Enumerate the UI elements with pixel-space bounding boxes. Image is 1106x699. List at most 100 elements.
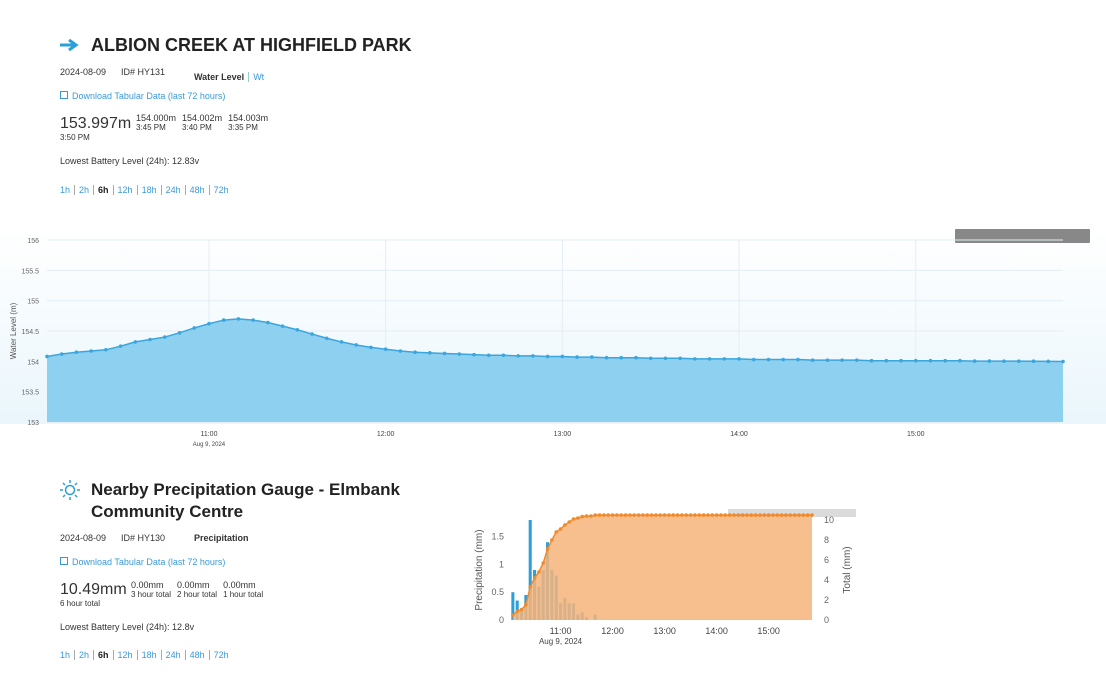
- y-axis-title: Precipitation (mm): [474, 529, 485, 610]
- point: [762, 513, 767, 517]
- date: 2024-08-09: [60, 533, 107, 543]
- point: [928, 358, 933, 363]
- point: [958, 358, 962, 363]
- point: [413, 350, 417, 355]
- range-link[interactable]: 1h: [60, 185, 71, 195]
- area: [512, 515, 812, 620]
- x-sublabel: Aug 9, 2024: [539, 637, 583, 646]
- range-link[interactable]: 24h: [160, 185, 181, 195]
- reading-value: 154.002m: [182, 113, 223, 123]
- download-link[interactable]: Download Tabular Data (last 72 hours): [72, 91, 226, 101]
- point: [632, 513, 637, 517]
- point: [840, 358, 844, 362]
- sun-icon: [60, 480, 80, 500]
- point: [295, 327, 300, 332]
- point: [162, 335, 167, 339]
- point: [714, 513, 719, 517]
- point: [59, 352, 64, 356]
- point: [737, 357, 741, 361]
- date: 2024-08-09: [60, 67, 107, 77]
- range-link[interactable]: 48h: [184, 650, 205, 660]
- point: [797, 513, 801, 517]
- bar: [528, 520, 532, 620]
- range-link[interactable]: 18h: [136, 185, 157, 195]
- recent-readings: 0.00mm 3 hour total 0.00mm 2 hour total 0.00…: [131, 580, 269, 599]
- point: [749, 513, 754, 517]
- point: [541, 561, 546, 565]
- range-link[interactable]: 48h: [184, 185, 205, 195]
- point: [251, 318, 255, 322]
- point: [751, 357, 756, 362]
- point: [736, 513, 741, 517]
- point: [745, 513, 749, 517]
- point: [619, 513, 624, 517]
- point: [788, 513, 793, 517]
- y-tick-label: 156: [27, 238, 39, 245]
- point: [486, 353, 491, 358]
- reading-value: 0.00mm: [223, 580, 256, 590]
- point: [576, 516, 580, 520]
- range-link[interactable]: 18h: [136, 650, 157, 660]
- point: [615, 513, 619, 517]
- download-icon: [60, 557, 68, 565]
- point: [671, 513, 676, 517]
- point: [707, 357, 712, 361]
- range-link[interactable]: 1h: [60, 650, 71, 660]
- parameter: Precipitation: [194, 533, 249, 543]
- range-link[interactable]: 6h: [93, 650, 109, 660]
- point: [563, 523, 567, 527]
- recent-readings: 154.000m 3:45 PM 154.002m 3:40 PM 154.003m 3:…: [136, 113, 274, 132]
- point: [825, 358, 830, 362]
- parameter-row: Water Level Wt: [194, 67, 265, 85]
- download-link[interactable]: Download Tabular Data (last 72 hours): [72, 557, 226, 567]
- range-link[interactable]: 12h: [112, 185, 133, 195]
- alt-parameter-link[interactable]: Wt: [248, 72, 265, 82]
- point: [1046, 359, 1051, 364]
- point: [1002, 359, 1006, 363]
- chart-toolbar[interactable]: [955, 229, 1090, 243]
- point: [619, 355, 624, 360]
- x-tick-label: 14:00: [730, 431, 748, 438]
- bar: [511, 592, 515, 620]
- point: [610, 513, 615, 517]
- y-tick-label: 153: [27, 420, 39, 427]
- x-tick-label: 11:00: [200, 431, 217, 438]
- point: [567, 520, 572, 524]
- point: [869, 358, 874, 363]
- point: [732, 513, 736, 517]
- chart-toolbar[interactable]: [728, 509, 856, 517]
- point: [604, 355, 609, 360]
- point: [442, 351, 447, 356]
- point: [658, 513, 663, 517]
- point: [628, 513, 632, 517]
- reading-value: 0.00mm: [177, 580, 210, 590]
- point: [524, 603, 528, 607]
- point: [792, 513, 797, 517]
- point: [719, 513, 723, 517]
- point: [753, 513, 758, 517]
- range-links: 1h 2h 6h 12h 18h 24h 48h 72h: [60, 180, 229, 198]
- point: [649, 513, 654, 517]
- range-link[interactable]: 72h: [208, 185, 229, 195]
- parameter: Water Level: [194, 72, 245, 82]
- point: [383, 347, 388, 351]
- point: [545, 547, 550, 551]
- point: [515, 609, 520, 614]
- range-link[interactable]: 72h: [208, 650, 229, 660]
- range-link[interactable]: 12h: [112, 650, 133, 660]
- area: [47, 318, 1063, 422]
- range-link[interactable]: 24h: [160, 650, 181, 660]
- point: [810, 513, 814, 517]
- reading: 0.00mm 1 hour total: [223, 580, 263, 599]
- point: [310, 332, 314, 336]
- point: [706, 513, 710, 517]
- range-link[interactable]: 6h: [93, 185, 109, 195]
- point: [766, 357, 771, 362]
- point: [590, 355, 594, 359]
- range-link[interactable]: 2h: [74, 650, 90, 660]
- point: [680, 513, 684, 517]
- range-link[interactable]: 2h: [74, 185, 90, 195]
- point: [428, 351, 432, 355]
- point: [688, 513, 693, 517]
